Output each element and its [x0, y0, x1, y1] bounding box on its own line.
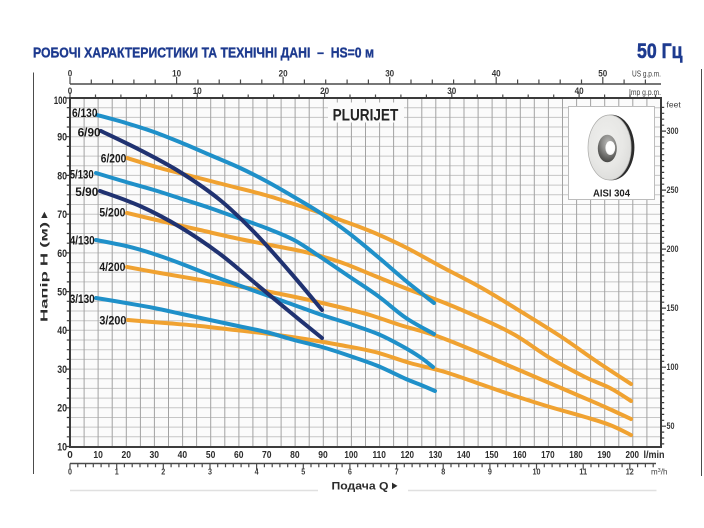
svg-text:6/90: 6/90 [78, 126, 101, 140]
svg-text:0: 0 [67, 450, 73, 461]
svg-text:30: 30 [57, 364, 67, 376]
svg-text:l/min: l/min [644, 450, 665, 461]
svg-text:70: 70 [262, 450, 272, 461]
svg-text:200: 200 [625, 450, 639, 461]
svg-text:180: 180 [569, 450, 583, 461]
svg-text:9: 9 [488, 467, 492, 477]
svg-text:30: 30 [447, 86, 456, 96]
svg-text:0: 0 [68, 86, 73, 96]
svg-text:20: 20 [279, 69, 288, 79]
svg-text:70: 70 [57, 209, 67, 221]
svg-text:feet: feet [667, 100, 682, 110]
svg-text:50: 50 [667, 421, 675, 431]
svg-text:130: 130 [429, 450, 443, 461]
svg-text:Подача Q: Подача Q [332, 481, 389, 493]
svg-text:100: 100 [344, 450, 358, 461]
svg-text:1: 1 [115, 467, 119, 477]
svg-text:50 Гц: 50 Гц [637, 40, 683, 63]
svg-text:4/130: 4/130 [70, 234, 95, 248]
svg-text:100: 100 [54, 95, 67, 107]
svg-text:10: 10 [93, 450, 103, 461]
svg-text:300: 300 [667, 126, 679, 136]
svg-text:12: 12 [626, 467, 634, 477]
svg-text:40: 40 [57, 325, 67, 337]
svg-text:US g.p.m.: US g.p.m. [632, 70, 661, 79]
svg-text:50: 50 [206, 450, 216, 461]
svg-text:PLURIJET: PLURIJET [333, 106, 399, 125]
svg-text:110: 110 [372, 450, 386, 461]
svg-text:Imp g.p.m.: Imp g.p.m. [629, 88, 661, 97]
svg-text:2: 2 [161, 467, 165, 477]
svg-text:20: 20 [320, 86, 329, 96]
svg-text:30: 30 [385, 69, 394, 79]
svg-text:50: 50 [598, 69, 607, 79]
svg-text:50: 50 [57, 287, 67, 299]
svg-text:Напір H (м): Напір H (м) [39, 222, 51, 322]
svg-text:20: 20 [121, 450, 131, 461]
svg-text:140: 140 [457, 450, 471, 461]
svg-text:200: 200 [667, 244, 679, 254]
svg-text:60: 60 [234, 450, 244, 461]
svg-text:5/200: 5/200 [99, 206, 125, 220]
svg-text:60: 60 [57, 248, 67, 260]
svg-text:120: 120 [401, 450, 415, 461]
svg-text:250: 250 [667, 185, 679, 195]
svg-text:190: 190 [597, 450, 611, 461]
svg-text:5/130: 5/130 [70, 168, 94, 182]
svg-text:11: 11 [579, 467, 587, 477]
svg-text:5/90: 5/90 [75, 185, 98, 199]
svg-text:20: 20 [57, 403, 67, 415]
svg-text:100: 100 [667, 362, 679, 372]
svg-text:AISI 304: AISI 304 [593, 189, 630, 200]
svg-text:150: 150 [667, 303, 679, 313]
svg-text:10: 10 [193, 86, 202, 96]
svg-text:3/200: 3/200 [99, 314, 126, 328]
svg-text:0: 0 [68, 69, 73, 79]
svg-text:40: 40 [492, 69, 501, 79]
svg-text:170: 170 [541, 450, 555, 461]
svg-text:10: 10 [172, 69, 181, 79]
svg-text:6/200: 6/200 [101, 152, 127, 166]
svg-text:10: 10 [57, 441, 67, 453]
svg-text:4: 4 [255, 467, 259, 477]
svg-text:80: 80 [57, 170, 67, 182]
svg-text:80: 80 [290, 450, 300, 461]
svg-text:0: 0 [68, 467, 72, 477]
svg-text:10: 10 [533, 467, 541, 477]
svg-text:m3/h: m3/h [651, 468, 667, 477]
svg-text:90: 90 [318, 450, 328, 461]
svg-text:3: 3 [208, 467, 212, 477]
svg-text:6: 6 [348, 467, 352, 477]
svg-text:160: 160 [513, 450, 527, 461]
svg-text:7: 7 [395, 467, 399, 477]
svg-text:6/130: 6/130 [72, 106, 98, 120]
svg-text:5: 5 [301, 467, 305, 477]
svg-text:90: 90 [57, 132, 67, 144]
svg-text:30: 30 [150, 450, 160, 461]
svg-text:8: 8 [441, 467, 445, 477]
svg-text:40: 40 [178, 450, 188, 461]
svg-text:150: 150 [485, 450, 499, 461]
svg-text:40: 40 [575, 86, 584, 96]
svg-text:3/130: 3/130 [70, 292, 95, 306]
svg-text:РОБОЧІ ХАРАКТЕРИСТИКИ ТА ТЕХНІ: РОБОЧІ ХАРАКТЕРИСТИКИ ТА ТЕХНІЧНІ ДАНІ –… [33, 45, 374, 62]
svg-text:4/200: 4/200 [99, 260, 125, 274]
